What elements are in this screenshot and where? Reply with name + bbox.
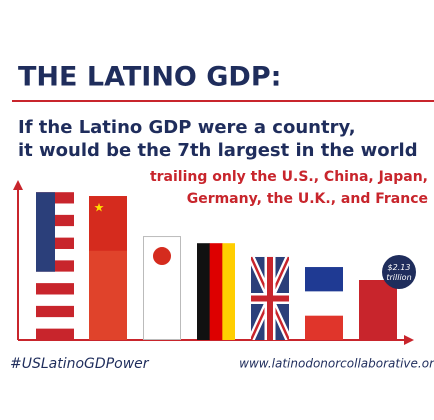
flag-bar: ★ [89,196,127,340]
url: www.latinodonorcollaborative.or [239,357,434,371]
value-label: $2.13 trillion [386,263,411,282]
y-axis-arrow [13,180,23,190]
annotation: Germany, the U.K., and France [187,191,428,207]
field [89,196,127,251]
flag-bar [305,267,343,341]
sun [153,247,171,266]
star: ★ [94,201,105,215]
flag-bar [251,256,289,340]
flag-bar [36,192,74,340]
annotation: trailing only the U.S., China, Japan, [150,169,428,185]
subtitle: If the Latino GDP were a country, [18,117,356,138]
field [359,280,397,340]
flag-bar [359,280,397,340]
label-badge [382,255,416,289]
flag-bar [197,243,235,340]
stripe [36,294,74,306]
stripe [209,243,223,340]
stripe [305,315,343,341]
flag-bar [143,236,181,340]
stripe [36,317,74,329]
stripe [36,305,74,318]
stripe [305,267,343,292]
subtitle: it would be the 7th largest in the world [18,140,418,161]
canton [36,192,55,272]
stripe [222,243,235,340]
stripe [197,243,210,340]
stripe [305,291,343,316]
x-axis-arrow [404,335,414,345]
stripe [36,283,74,295]
stripe [36,271,74,284]
cross [251,256,289,340]
title: THE LATINO GDP: [18,62,281,93]
stripe [36,328,74,340]
hashtag: #USLatinoGDPower [10,356,150,372]
